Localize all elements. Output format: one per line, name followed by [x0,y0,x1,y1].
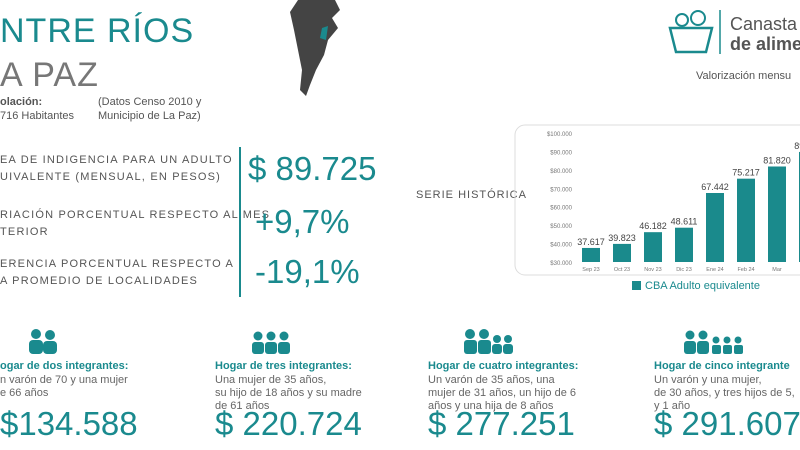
legend-label: CBA Adulto equivalente [645,280,760,292]
source: (Datos Censo 2010 y [98,96,202,108]
bar [706,192,724,262]
bar [644,232,662,262]
bar [582,247,600,262]
value-label: 37.617 [577,237,605,247]
household-title: ogar de dos integrantes: [0,360,129,372]
value-label: 39.823 [608,233,636,243]
population-value: 716 Habitantes [0,110,74,122]
legend-swatch [632,281,641,290]
x-tick-label: Mar [772,267,782,273]
y-tick-label: $100.000 [547,132,573,138]
logo-name: Canasta ba [730,14,800,34]
household-cost: $134.588 [0,405,138,442]
household-description: Una mujer de 35 años, [215,374,327,386]
chart-frame [514,124,800,276]
population-label: olación: [0,96,43,108]
indicator-value: +9,7% [255,203,350,240]
x-tick-label: Sep 23 [582,267,599,273]
subtitle: A PAZ [0,56,99,94]
indicator-label: UIVALENTE (MENSUAL, EN PESOS) [0,171,222,183]
divider [239,147,241,297]
household-description: y 1 año [654,400,691,412]
y-tick-label: $40.000 [550,243,572,249]
household-description: e 66 años [0,387,49,399]
y-tick-label: $30.000 [550,261,572,267]
value-label: 81.820 [763,156,791,166]
household-description: mujer de 31 años, un hijo de 6 [428,387,576,399]
value-label: 46.182 [639,221,667,231]
x-tick-label: Dic 23 [676,267,692,273]
indicator-value: -19,1% [255,253,360,290]
y-tick-label: $90.000 [550,150,572,156]
household-title: Hogar de cuatro integrantes: [428,360,579,372]
x-tick-label: Feb 24 [737,267,754,273]
y-tick-label: $50.000 [550,224,572,230]
logo-caption: Valorización mensu [696,70,792,82]
bar [613,243,631,262]
household-title: Hogar de cinco integrante [654,360,790,372]
x-tick-label: Oct 23 [614,267,630,273]
source: Municipio de La Paz) [98,110,201,122]
indicator-label: A PROMEDIO DE LOCALIDADES [0,275,199,287]
logo-icon [668,10,721,54]
y-tick-label: $70.000 [550,187,572,193]
bar [768,166,786,262]
y-tick-label: $80.000 [550,169,572,175]
value-label: 48.611 [671,217,698,227]
household-description: Un varón y una mujer, [654,374,762,386]
x-tick-label: Ene 24 [706,267,723,273]
household-description: su hijo de 18 años y su madre [215,387,362,399]
household-title: Hogar de tres integrantes: [215,360,352,372]
household-cost: $ 277.251 [428,405,575,442]
indicator-label: EA DE INDIGENCIA PARA UN ADULTO [0,154,233,166]
y-tick-label: $60.000 [550,206,572,212]
household-icons [29,329,743,354]
household-cost: $ 220.724 [215,405,362,442]
indicator-label: RIACIÓN PORCENTUAL RESPECTO AL MES [0,209,271,221]
map [290,0,340,96]
title: NTRE RÍOS [0,12,195,50]
household-description: Un varón de 35 años, una [428,374,555,386]
household-description: de 61 años [215,400,270,412]
bar [675,227,693,262]
indicator-label: ERENCIA PORCENTUAL RESPECTO A [0,258,235,270]
indicator-label: TERIOR [0,226,49,238]
value-label: 89.725 [794,141,800,151]
indicator-value: $ 89.725 [248,150,377,187]
logo-name: de aliment [730,34,800,54]
household-description: años y una hija de 8 años [428,400,554,412]
household-description: de 30 años, y tres hijos de 5, [654,387,795,399]
value-label: 75.217 [732,168,760,178]
chart-title: SERIE HISTÓRICA [416,189,527,201]
household-cost: $ 291.607 [654,405,800,442]
household-description: n varón de 70 y una mujer [0,374,128,386]
x-tick-label: Nov 23 [644,267,661,273]
value-label: 67.442 [701,182,729,192]
bar [737,178,755,262]
